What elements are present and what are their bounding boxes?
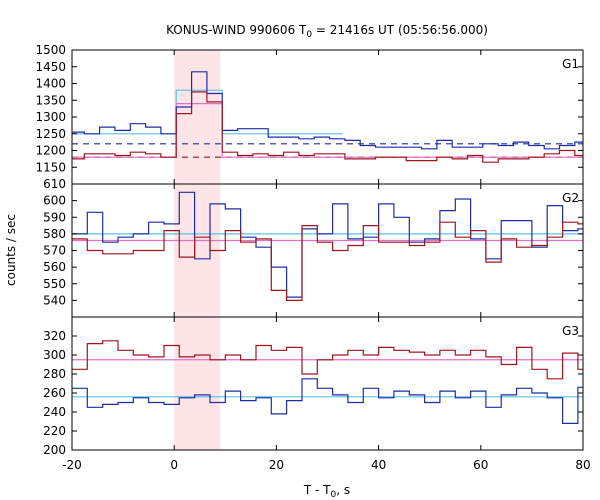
y-tick-label: 550 [43,277,66,291]
panel-label: G3 [562,324,579,338]
histogram-series [72,91,583,163]
panel-g3: G3 [72,324,583,424]
y-tick-label: 1400 [35,77,66,91]
x-tick-label: 80 [575,458,590,472]
x-tick-label: 60 [473,458,488,472]
model-step-line [72,89,343,135]
y-tick-label: 580 [43,227,66,241]
panel-label: G1 [562,57,579,71]
y-tick-label: 1450 [35,60,66,74]
y-tick-label: 240 [43,405,66,419]
y-tick-label: 1250 [35,127,66,141]
y-tick-label: 280 [43,367,66,381]
x-tick-label: -20 [62,458,82,472]
y-tick-label: 590 [43,210,66,224]
histogram-series [72,378,583,424]
y-tick-label: 540 [43,293,66,307]
panel-label: G2 [562,191,579,205]
y-tick-label: 570 [43,244,66,258]
y-axis-label: counts / sec [4,214,18,286]
histogram-series [72,191,583,298]
panel-g2: G2 [72,191,583,301]
x-axis-label: T - T0, s [303,483,350,500]
y-tick-label: 1150 [35,160,66,174]
panels-layer: G1 G2 G3 [72,57,583,424]
axes-layer: 1150 1200 1250 1300 1350 1400 1450 1500 540 550 56… [35,43,590,472]
y-tick-label: 600 [43,194,66,208]
y-tick-label: 610 [43,177,66,191]
panel-frame [71,49,584,185]
histogram-series [72,340,583,380]
x-tick-label: 0 [170,458,178,472]
chart-title: KONUS-WIND 990606 T0 = 21416s UT (05:56:… [166,23,488,40]
histogram-series [72,71,583,150]
histogram-series [72,221,583,301]
y-tick-label: 300 [43,348,66,362]
y-tick-label: 1500 [35,43,66,57]
y-tick-label: 320 [43,329,66,343]
y-tick-label: 200 [43,443,66,457]
y-tick-label: 1350 [35,93,66,107]
y-tick-label: 1200 [35,144,66,158]
y-tick-label: 560 [43,260,66,274]
panel-g1: G1 [72,57,583,163]
x-tick-label: 20 [269,458,284,472]
panel-frame [71,316,584,451]
x-tick-label: 40 [371,458,386,472]
y-tick-label: 260 [43,386,66,400]
y-tick-label: 1300 [35,110,66,124]
model-step-line [72,102,583,158]
y-tick-label: 220 [43,424,66,438]
